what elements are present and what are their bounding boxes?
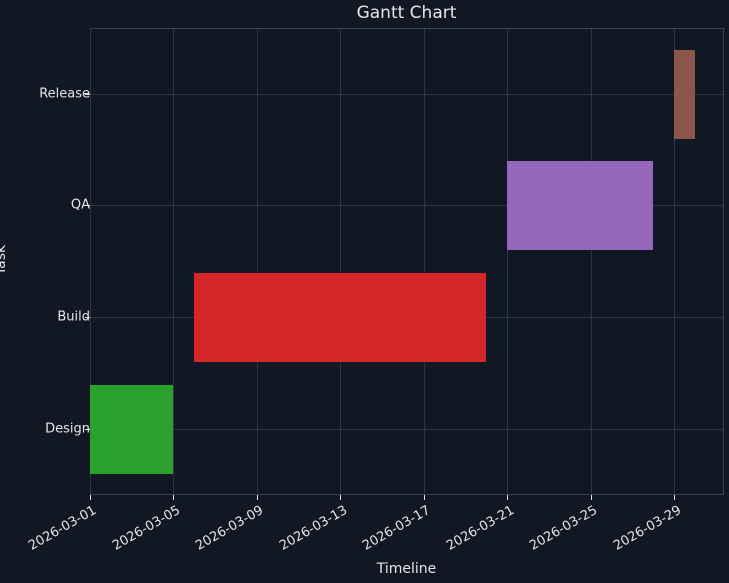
y-tick-label: Design [45,421,90,437]
y-tick-label: QA [70,197,90,213]
x-tick-mark [674,495,676,500]
y-tick-label: Release [39,86,90,102]
x-tick-label: 2026-03-01 [26,503,100,554]
x-tick-mark [507,495,509,500]
y-tick-label: Build [57,309,90,325]
x-tick-label: 2026-03-17 [360,503,434,554]
x-tick-mark [173,495,175,500]
gantt-bar-qa [507,160,654,250]
y-tick-mark [85,205,90,206]
x-gridline [423,29,425,494]
x-gridline [90,29,91,494]
gantt-bar-release [674,49,695,139]
x-tick-mark [590,495,592,500]
x-tick-label: 2026-03-25 [527,503,601,554]
x-tick-mark [340,495,342,500]
x-gridline [590,29,592,494]
gantt-bar-build [194,272,487,362]
x-gridline [674,29,676,494]
x-tick-mark [256,495,258,500]
x-tick-mark [423,495,425,500]
y-gridline [91,94,723,95]
chart-title: Gantt Chart [356,3,457,23]
y-tick-mark [85,317,90,318]
x-tick-label: 2026-03-09 [193,503,267,554]
x-gridline [507,29,509,494]
x-axis-label: Timeline [376,561,437,577]
x-gridline [340,29,342,494]
y-gridline [91,429,723,430]
y-tick-mark [85,94,90,95]
x-gridline [173,29,175,494]
x-tick-label: 2026-03-13 [276,503,350,554]
y-gridline [91,205,723,206]
x-tick-mark [90,495,91,500]
x-gridline [256,29,258,494]
gantt-bar-design [90,384,174,474]
x-tick-label: 2026-03-05 [110,503,183,554]
x-tick-label: 2026-03-21 [443,503,517,554]
y-tick-mark [85,429,90,430]
y-axis-label: Task [0,244,10,276]
x-tick-label: 2026-03-29 [610,503,684,554]
plot-area [90,28,724,495]
